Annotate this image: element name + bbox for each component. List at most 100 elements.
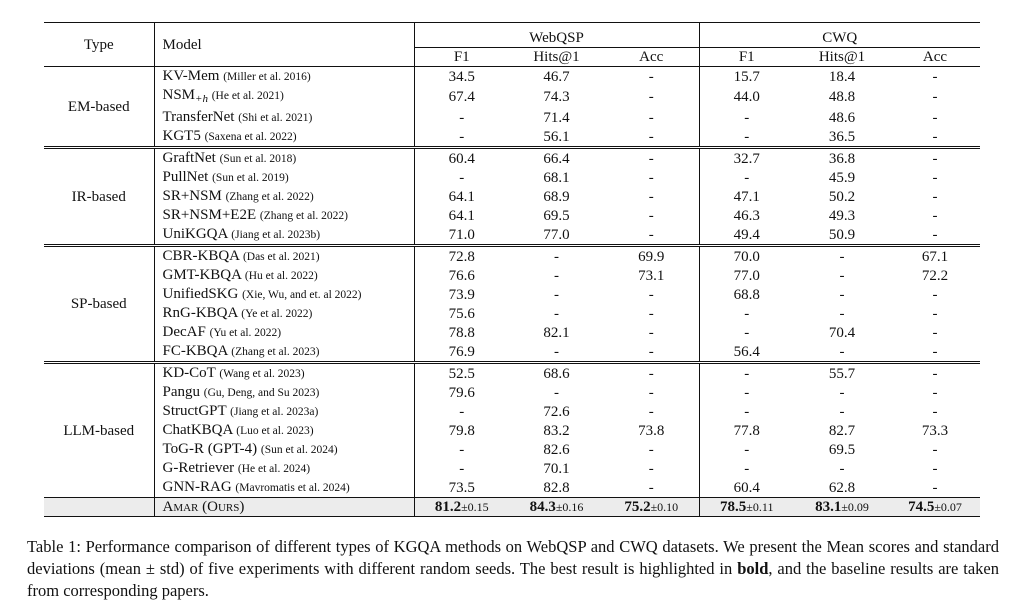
model-cell: FC-KBQA (Zhang et al. 2023) [154, 342, 415, 363]
citation: (Zhang et al. 2022) [259, 210, 348, 222]
value-cell: - [604, 86, 700, 108]
model-name: RnG-KBQA [162, 305, 238, 321]
citation: (Sun et al. 2018) [219, 153, 297, 165]
value-cell: 60.4 [414, 146, 509, 168]
value-cell: - [932, 68, 938, 85]
value-cell: - [744, 169, 750, 186]
value-cell: 74.5±0.07 [890, 497, 981, 517]
value-cell: 48.8 [828, 89, 856, 105]
type-cell-empty [44, 497, 155, 517]
table-row: ToG-R (GPT-4) (Sun et al. 2024) - 82.6 - - 69… [44, 440, 980, 459]
model-cell: GraftNet (Sun et al. 2018) [154, 146, 415, 168]
table-row: GMT-KBQA (Hu et al. 2022) 76.6 - 73.1 77.0 - 7… [44, 266, 980, 285]
table-row: EM-based KV-Mem (Miller et al. 2016) 34.5 4… [44, 66, 980, 148]
table-row: DecAF (Yu et al. 2022) 78.8 82.1 - - 70.4 - [44, 323, 980, 342]
metric-header: Acc [890, 47, 981, 67]
std-value: ±0.10 [650, 500, 679, 514]
model-cell: PullNet (Sun et al. 2019) [154, 168, 415, 187]
value-cell: 72.8 [414, 244, 509, 266]
value-cell: - [604, 383, 700, 402]
value-cell: - [839, 403, 845, 420]
citation: (He et al. 2021) [211, 90, 284, 102]
table-row: PullNet (Sun et al. 2019) - 68.1 - - 45.9 - [44, 168, 980, 187]
table-row: IR-based GraftNet (Sun et al. 2018) 60.4 66… [44, 146, 981, 246]
citation: (Yu et al. 2022) [209, 327, 282, 339]
value-cell: - [509, 244, 604, 266]
value-cell: 67.1 [890, 244, 981, 266]
value-cell: 70.1 [543, 460, 570, 477]
value-cell: - [604, 440, 700, 459]
value-cell: 71.0 [448, 226, 475, 243]
best-mean: 75.2 [624, 499, 651, 515]
best-mean: 83.1 [815, 499, 842, 515]
value-cell: 36.5 [828, 128, 856, 145]
table-row: TransferNet (Shi et al. 2021) - 71.4 - - 48.6… [44, 108, 980, 127]
value-cell: 70.0 [699, 244, 794, 266]
best-mean: 78.5 [720, 499, 747, 515]
value-cell: 34.5 [448, 68, 475, 85]
value-cell: 78.5±0.11 [699, 497, 794, 517]
value-cell: 82.1 [543, 324, 570, 341]
citation: (Saxena et al. 2022) [204, 131, 297, 143]
webqsp-header: WebQSP [414, 22, 700, 48]
value-cell: - [839, 460, 845, 477]
value-cell: - [554, 305, 559, 322]
value-cell: - [932, 226, 938, 243]
best-mean: 84.3 [529, 499, 556, 515]
value-cell: - [839, 343, 845, 360]
table-row: UnifiedSKG (Xie, Wu, and et. al 2022) 73.… [44, 285, 980, 304]
citation: (He et al. 2024) [237, 463, 311, 475]
citation: (Miller et al. 2016) [223, 71, 311, 83]
table-row: SR+NSM+E2E (Zhang et al. 2022) 64.1 69.5 - 4… [44, 206, 980, 225]
value-cell: 82.7 [828, 422, 856, 439]
value-cell: - [932, 89, 938, 105]
model-cell: GMT-KBQA (Hu et al. 2022) [154, 266, 415, 285]
value-cell: 45.9 [828, 169, 856, 186]
table-row: SR+NSM (Zhang et al. 2022) 64.1 68.9 - 47.1 5… [44, 187, 980, 206]
value-cell: 67.4 [448, 89, 475, 105]
caption-bold: bold [737, 559, 769, 578]
model-name: ChatKBQA [162, 422, 233, 438]
metric-header: F1 [414, 47, 509, 67]
value-cell: - [459, 169, 465, 186]
model-cell: UniKGQA (Jiang et al. 2023b) [154, 225, 415, 246]
value-cell: 73.5 [448, 479, 475, 496]
value-cell: - [604, 478, 700, 498]
value-cell: 46.3 [733, 207, 760, 224]
value-cell: 79.8 [448, 422, 475, 439]
model-name: GNN-RAG [162, 479, 232, 495]
value-cell: - [554, 343, 559, 360]
value-cell: - [604, 402, 700, 421]
citation: (Shi et al. 2021) [238, 112, 313, 124]
value-cell: - [932, 343, 938, 360]
value-cell: 72.6 [543, 403, 570, 420]
value-cell: 55.7 [794, 361, 890, 383]
model-subscript: +h [195, 93, 208, 105]
citation: (Luo et al. 2023) [236, 425, 314, 437]
value-cell: 82.6 [543, 441, 570, 458]
value-cell: - [604, 168, 700, 187]
metric-header: Acc [604, 47, 700, 67]
model-name: KD-CoT [162, 365, 216, 381]
metric-header: Hits@1 [509, 47, 604, 67]
value-cell: 62.8 [828, 479, 856, 496]
value-cell: 75.6 [448, 305, 475, 322]
value-cell: 76.6 [448, 267, 475, 284]
model-name: FC-KBQA [162, 343, 228, 359]
value-cell: 83.2 [543, 422, 570, 439]
value-cell: - [890, 361, 981, 383]
value-cell: 52.5 [414, 361, 509, 383]
std-value: ±0.09 [841, 500, 869, 514]
std-value: ±0.16 [555, 500, 584, 514]
value-cell: 44.0 [733, 89, 760, 105]
value-cell: - [604, 323, 700, 342]
citation: (Sun et al. 2024) [260, 444, 338, 456]
value-cell: - [932, 128, 938, 145]
value-cell: 60.4 [733, 479, 760, 496]
value-cell: - [839, 286, 845, 303]
value-cell: - [554, 384, 559, 401]
model-cell: KD-CoT (Wang et al. 2023) [154, 361, 415, 383]
value-cell: 77.8 [733, 422, 760, 439]
model-name: ToG-R (GPT-4) [162, 441, 258, 457]
model-cell: NSM+h (He et al. 2021) [154, 86, 415, 108]
